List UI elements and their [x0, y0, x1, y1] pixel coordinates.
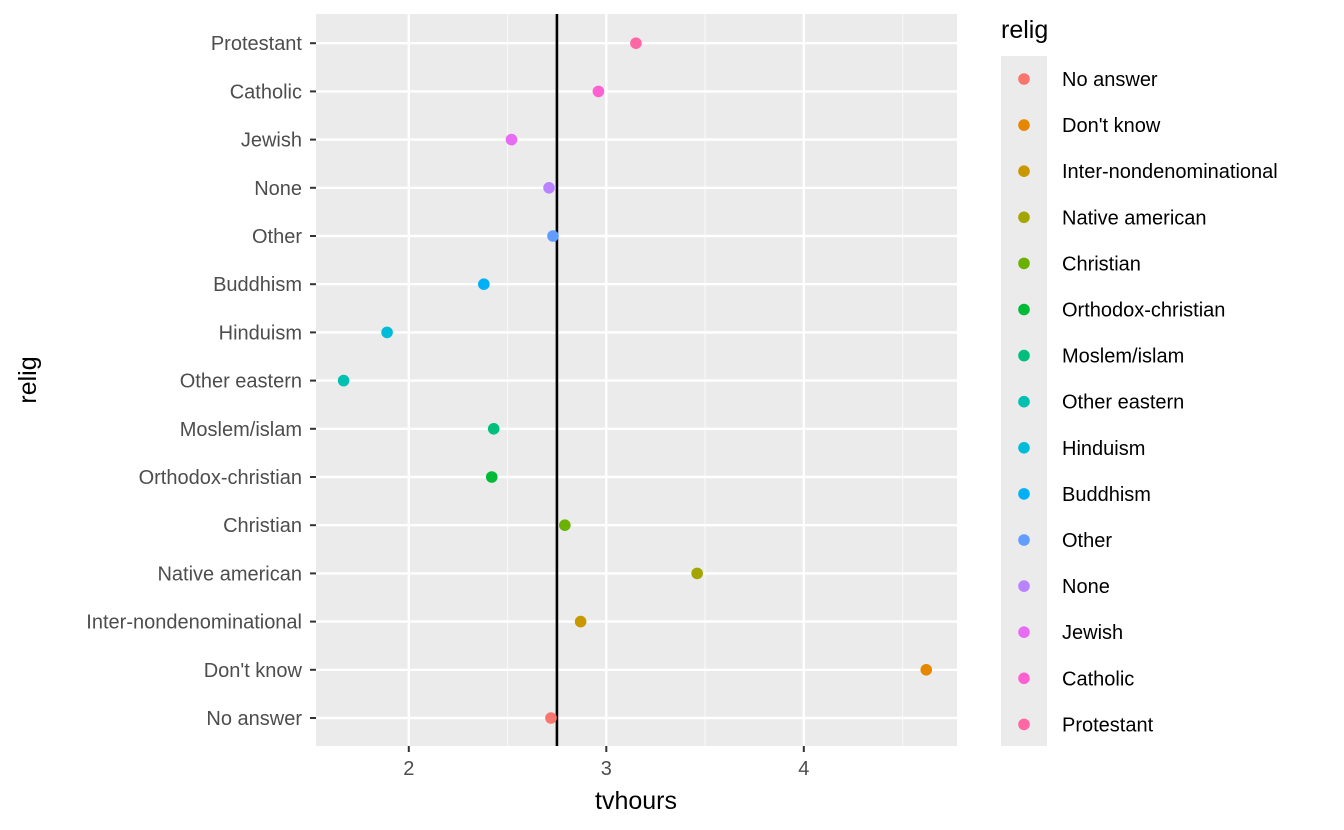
legend-label: Other eastern [1062, 392, 1184, 414]
data-point [574, 615, 587, 628]
data-point [920, 664, 933, 676]
data-point [381, 326, 393, 339]
legend-label: Hinduism [1062, 438, 1145, 460]
legend-key [1018, 395, 1030, 408]
legend-key [1018, 534, 1030, 546]
y-tick-label: None [254, 178, 302, 200]
y-tick-label: Moslem/islam [180, 419, 302, 441]
legend-label: Orthodox-christian [1062, 300, 1225, 322]
legend-label: Protestant [1062, 714, 1154, 736]
data-point [505, 133, 518, 146]
y-axis-title: relig [14, 356, 42, 403]
legend-label: Don't know [1062, 115, 1161, 137]
legend-label: Inter-nondenominational [1062, 161, 1278, 183]
y-tick-label: Hinduism [219, 322, 302, 344]
x-tick-label: 2 [403, 758, 414, 780]
data-point [630, 37, 642, 49]
legend-key [1018, 488, 1030, 500]
x-axis: 2 3 4 [403, 746, 809, 780]
legend: relig No answer Don't know Inter-nondenomi… [1001, 16, 1278, 746]
legend-key [1018, 349, 1030, 362]
data-point [485, 471, 498, 483]
legend-title: relig [1001, 16, 1048, 44]
y-tick-label: Catholic [230, 81, 302, 103]
legend-label: Other [1062, 530, 1112, 552]
legend-label: Native american [1062, 207, 1207, 229]
y-tick-label: Other eastern [180, 371, 302, 393]
legend-key [1018, 165, 1030, 177]
legend-key [1018, 119, 1030, 131]
legend-label: Buddhism [1062, 484, 1151, 506]
y-tick-label: Orthodox-christian [139, 467, 302, 489]
legend-key [1018, 580, 1030, 592]
legend-label: No answer [1062, 69, 1158, 91]
y-tick-label: Protestant [211, 33, 303, 55]
legend-key [1018, 718, 1030, 731]
x-tick-label: 4 [798, 758, 809, 780]
legend-key [1018, 672, 1030, 685]
data-point [592, 85, 605, 98]
y-tick-label: Buddhism [213, 274, 302, 296]
legend-items: No answer Don't know Inter-nondenomination… [1018, 69, 1278, 736]
legend-key [1018, 626, 1030, 638]
y-tick-label: Jewish [241, 130, 302, 152]
y-tick-label: Don't know [204, 660, 303, 682]
data-points [337, 37, 933, 724]
major-gridlines [316, 14, 957, 746]
data-point [543, 182, 555, 194]
legend-label: Moslem/islam [1062, 346, 1184, 368]
y-tick-label: Other [252, 226, 302, 248]
legend-key [1018, 73, 1030, 85]
legend-key [1018, 257, 1030, 270]
y-tick-label: Christian [223, 515, 302, 537]
data-point [547, 230, 559, 242]
legend-key [1018, 442, 1030, 454]
legend-label: None [1062, 576, 1110, 598]
data-point [487, 423, 500, 435]
data-point [478, 278, 490, 291]
x-axis-title: tvhours [595, 787, 677, 815]
legend-label: Catholic [1062, 668, 1134, 690]
data-point [559, 519, 571, 531]
y-tick-label: Native american [157, 563, 302, 585]
data-point [337, 374, 350, 387]
legend-key [1018, 211, 1030, 224]
y-axis: No answer Don't know Inter-nondenomination… [86, 33, 316, 730]
data-point [691, 567, 703, 580]
y-tick-label: Inter-nondenominational [86, 612, 302, 634]
y-tick-label: No answer [206, 708, 302, 730]
legend-label: Christian [1062, 253, 1141, 275]
legend-key [1018, 303, 1030, 316]
data-point [545, 712, 557, 724]
legend-label: Jewish [1062, 622, 1123, 644]
x-tick-label: 3 [601, 758, 612, 780]
